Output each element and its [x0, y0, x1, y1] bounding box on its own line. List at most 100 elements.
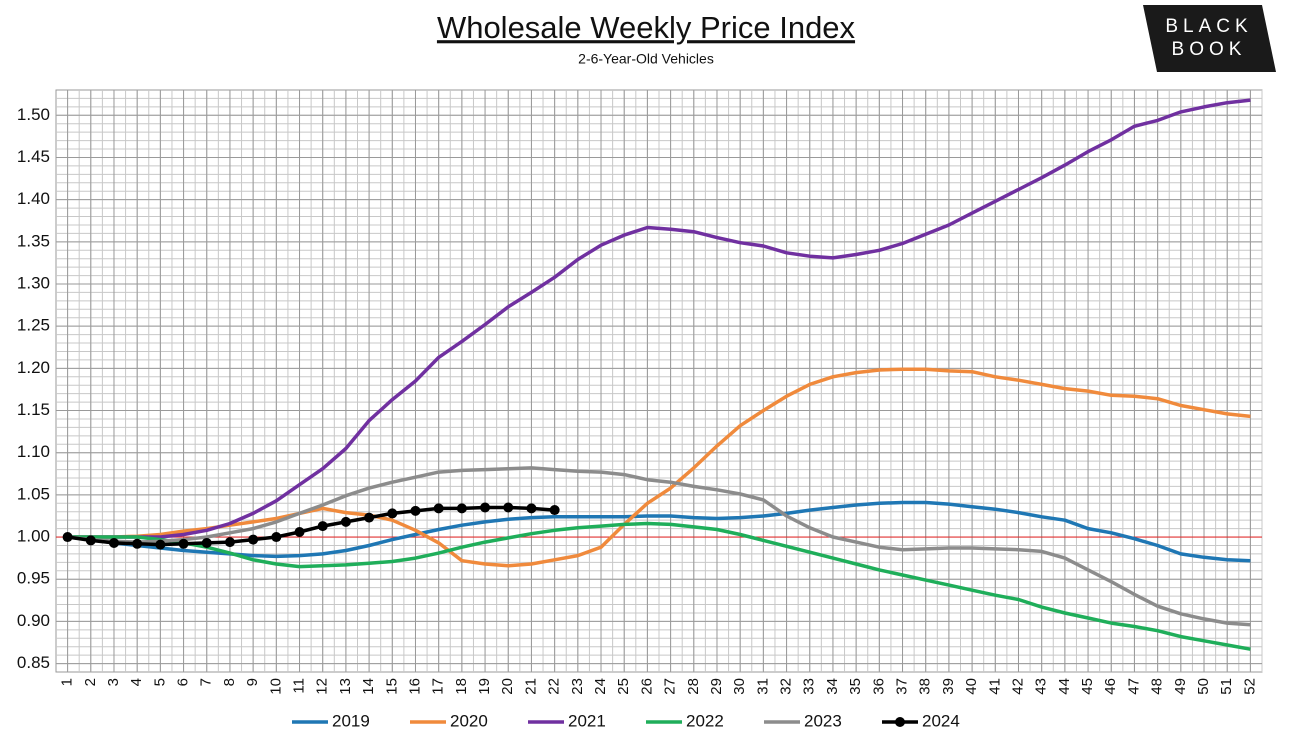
- x-tick-label: 45: [1079, 678, 1096, 695]
- x-tick-label: 43: [1033, 678, 1050, 695]
- x-tick-label: 38: [917, 678, 934, 695]
- y-tick-label: 0.95: [17, 569, 50, 588]
- x-tick-label: 35: [847, 678, 864, 695]
- legend-label: 2020: [450, 711, 488, 730]
- legend-label: 2024: [922, 711, 960, 730]
- x-tick-label: 44: [1056, 678, 1073, 695]
- x-tick-label: 47: [1125, 678, 1142, 695]
- x-tick-label: 7: [198, 678, 215, 686]
- x-tick-label: 2: [82, 678, 99, 686]
- series-line: [67, 98, 1251, 539]
- x-tick-label: 6: [175, 678, 192, 686]
- point: [108, 537, 119, 548]
- x-tick-label: 4: [128, 678, 145, 686]
- x-tick-label: 16: [406, 678, 423, 695]
- x-tick-label: 14: [360, 678, 377, 695]
- x-tick-label: 13: [337, 678, 354, 695]
- point: [456, 503, 467, 514]
- y-tick-label: 0.85: [17, 653, 50, 672]
- series-line: [67, 466, 1251, 627]
- legend-label: 2019: [332, 711, 370, 730]
- logo-text: BOOK: [1172, 39, 1247, 60]
- y-tick-label: 1.50: [17, 105, 50, 124]
- x-tick-label: 5: [151, 678, 168, 686]
- x-tick-label: 39: [940, 678, 957, 695]
- x-tick-label: 3: [105, 678, 122, 686]
- x-tick-label: 18: [453, 678, 470, 695]
- y-tick-label: 1.40: [17, 189, 50, 208]
- x-tick-label: 12: [314, 678, 331, 695]
- series-line: [67, 505, 555, 547]
- x-tick-label: 46: [1102, 678, 1119, 695]
- x-tick-label: 25: [615, 678, 632, 695]
- x-tick-label: 26: [638, 678, 655, 695]
- y-tick-label: 1.15: [17, 400, 50, 419]
- x-tick-label: 52: [1241, 678, 1258, 695]
- x-tick-label: 11: [290, 678, 307, 694]
- x-tick-label: 40: [963, 678, 980, 695]
- chart-subtitle: 2-6-Year-Old Vehicles: [578, 51, 714, 67]
- point: [294, 526, 305, 537]
- series-line: [67, 367, 1251, 568]
- legend-label: 2021: [568, 711, 606, 730]
- chart-title: Wholesale Weekly Price Index: [437, 10, 856, 45]
- legend-marker: [895, 717, 905, 727]
- point: [85, 535, 96, 546]
- point: [410, 505, 421, 516]
- x-tick-label: 42: [1009, 678, 1026, 695]
- y-tick-label: 0.90: [17, 611, 50, 630]
- x-tick-label: 34: [824, 678, 841, 695]
- point: [271, 532, 282, 543]
- y-tick-label: 1.20: [17, 358, 50, 377]
- x-tick-label: 24: [592, 678, 609, 695]
- point: [480, 502, 491, 513]
- x-tick-label: 41: [986, 678, 1003, 695]
- point: [224, 537, 235, 548]
- series-line: [67, 521, 1251, 651]
- point: [317, 521, 328, 532]
- x-tick-label: 36: [870, 678, 887, 695]
- y-tick-label: 1.05: [17, 484, 50, 503]
- y-tick-label: 1.45: [17, 147, 50, 166]
- x-tick-label: 30: [731, 678, 748, 695]
- x-tick-label: 1: [59, 678, 76, 686]
- x-tick-label: 8: [221, 678, 238, 686]
- point: [526, 503, 537, 514]
- y-tick-label: 1.30: [17, 273, 50, 292]
- x-tick-label: 22: [546, 678, 563, 695]
- x-tick-label: 32: [778, 678, 795, 695]
- y-tick-label: 1.10: [17, 442, 50, 461]
- x-tick-label: 31: [754, 678, 771, 695]
- x-tick-label: 27: [662, 678, 679, 695]
- logo-text: BLACK: [1165, 16, 1252, 37]
- x-tick-label: 29: [708, 678, 725, 695]
- x-tick-label: 37: [893, 678, 910, 695]
- point: [62, 532, 73, 543]
- point: [248, 534, 259, 545]
- x-tick-label: 28: [685, 678, 702, 695]
- point: [201, 537, 212, 548]
- x-tick-label: 9: [244, 678, 261, 686]
- y-tick-label: 1.00: [17, 527, 50, 546]
- point: [549, 505, 560, 516]
- point: [364, 512, 375, 523]
- point: [387, 508, 398, 519]
- y-tick-label: 1.35: [17, 231, 50, 250]
- x-tick-label: 49: [1172, 678, 1189, 695]
- logo-background: [1143, 5, 1276, 72]
- x-tick-label: 51: [1218, 678, 1235, 695]
- x-tick-label: 23: [569, 678, 586, 695]
- x-tick-label: 10: [267, 678, 284, 695]
- x-tick-label: 15: [383, 678, 400, 695]
- point: [340, 516, 351, 527]
- legend-label: 2023: [804, 711, 842, 730]
- x-tick-label: 17: [430, 678, 447, 695]
- point: [433, 503, 444, 514]
- point: [178, 538, 189, 549]
- x-tick-label: 50: [1195, 678, 1212, 695]
- x-tick-label: 19: [476, 678, 493, 695]
- y-tick-label: 1.25: [17, 316, 50, 335]
- x-tick-label: 20: [499, 678, 516, 695]
